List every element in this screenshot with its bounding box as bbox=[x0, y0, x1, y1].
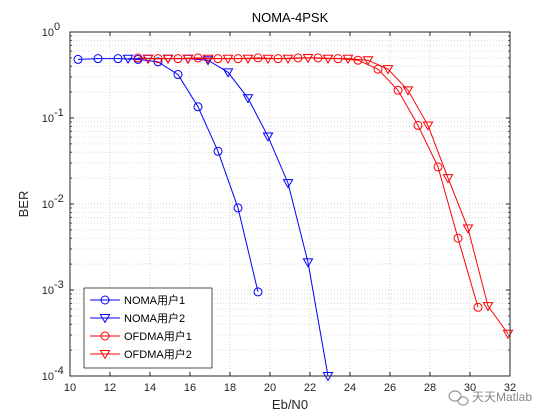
data-point-circle bbox=[213, 146, 223, 156]
data-point-circle bbox=[233, 203, 243, 213]
legend-entry: OFDMA用户1 bbox=[90, 329, 192, 343]
wechat-icon bbox=[448, 390, 469, 406]
x-tick-label: 16 bbox=[184, 382, 196, 394]
series-line bbox=[148, 57, 509, 335]
x-tick-label: 14 bbox=[144, 382, 156, 394]
legend-label: NOMA用户2 bbox=[124, 311, 185, 325]
legend-label: OFDMA用户1 bbox=[124, 329, 192, 343]
x-axis-label: Eb/N0 bbox=[272, 397, 308, 412]
y-tick-label: 10 bbox=[42, 285, 54, 297]
data-point-circle bbox=[253, 53, 263, 63]
chart-title: NOMA-4PSK bbox=[252, 10, 329, 25]
x-tick-label: 20 bbox=[264, 382, 276, 394]
data-point-triangle bbox=[182, 54, 194, 64]
y-axis-label: BER bbox=[16, 191, 31, 218]
data-point-triangle bbox=[222, 68, 234, 78]
x-tick-label: 26 bbox=[384, 382, 396, 394]
data-point-circle bbox=[193, 102, 203, 112]
series-4 bbox=[142, 53, 514, 340]
data-point-triangle bbox=[442, 174, 454, 184]
data-point-circle bbox=[100, 331, 110, 341]
legend-label: OFDMA用户2 bbox=[124, 347, 192, 361]
data-point-triangle bbox=[342, 54, 354, 64]
data-point-circle bbox=[100, 295, 110, 305]
y-tick-label: 10 bbox=[42, 113, 54, 125]
data-point-circle bbox=[433, 162, 443, 172]
y-tick-exponent: -1 bbox=[54, 107, 64, 119]
watermark: 天天Matlab bbox=[448, 390, 532, 406]
data-point-triangle bbox=[262, 132, 274, 142]
data-point-triangle bbox=[162, 54, 174, 64]
y-tick-label: 10 bbox=[42, 371, 54, 383]
data-point-triangle bbox=[362, 56, 374, 66]
legend-label: NOMA用户1 bbox=[124, 293, 185, 307]
data-point-triangle bbox=[242, 54, 254, 64]
y-tick-exponent: -3 bbox=[54, 279, 64, 291]
data-point-triangle bbox=[482, 302, 494, 312]
y-tick-exponent: -4 bbox=[54, 365, 64, 377]
data-point-circle bbox=[113, 54, 123, 64]
y-tick-exponent: 0 bbox=[54, 21, 60, 33]
x-tick-label: 30 bbox=[464, 382, 476, 394]
legend-entry: OFDMA用户2 bbox=[90, 347, 192, 361]
y-tick-label: 10 bbox=[42, 199, 54, 211]
data-point-circle bbox=[393, 85, 403, 95]
data-point-triangle bbox=[99, 350, 111, 360]
data-point-triangle bbox=[422, 121, 434, 131]
x-tick-label: 18 bbox=[224, 382, 236, 394]
data-point-triangle bbox=[402, 86, 414, 96]
y-tick-exponent: -2 bbox=[54, 193, 64, 205]
data-point-triangle bbox=[382, 65, 394, 75]
data-point-triangle bbox=[142, 54, 154, 64]
x-tick-label: 22 bbox=[304, 382, 316, 394]
data-point-circle bbox=[473, 302, 483, 312]
data-point-circle bbox=[413, 120, 423, 130]
data-point-triangle bbox=[302, 53, 314, 64]
legend: NOMA用户1 NOMA用户2 OFDMA用户1 OFDMA用户2 bbox=[83, 287, 213, 369]
data-point-triangle bbox=[462, 224, 474, 234]
series-layer bbox=[73, 53, 514, 382]
data-point-triangle bbox=[302, 258, 314, 268]
x-tick-label: 10 bbox=[64, 382, 76, 394]
x-tick-label: 24 bbox=[344, 382, 356, 394]
x-tick-label: 12 bbox=[104, 382, 116, 394]
data-point-triangle bbox=[322, 54, 334, 64]
data-point-circle bbox=[253, 287, 263, 297]
data-point-triangle bbox=[99, 314, 111, 324]
data-point-triangle bbox=[222, 54, 234, 64]
legend-entry: NOMA用户1 bbox=[90, 293, 185, 307]
data-point-circle bbox=[173, 70, 183, 80]
y-tick-label: 10 bbox=[42, 27, 54, 39]
series-1 bbox=[73, 54, 263, 297]
data-point-triangle bbox=[282, 179, 294, 189]
data-point-circle bbox=[453, 233, 463, 243]
data-point-triangle bbox=[282, 54, 294, 64]
data-point-circle bbox=[153, 57, 163, 67]
data-point-circle bbox=[193, 53, 203, 63]
legend-box bbox=[83, 287, 213, 369]
data-point-triangle bbox=[242, 94, 254, 104]
data-point-circle bbox=[93, 54, 103, 64]
data-point-triangle bbox=[262, 54, 274, 64]
data-point-circle bbox=[133, 53, 143, 63]
data-point-triangle bbox=[202, 56, 214, 66]
x-tick-label: 28 bbox=[424, 382, 436, 394]
data-point-triangle bbox=[122, 54, 134, 64]
x-tick-label: 32 bbox=[504, 382, 516, 394]
data-point-circle bbox=[73, 54, 83, 64]
data-point-triangle bbox=[202, 54, 214, 64]
series-line bbox=[77, 58, 259, 293]
watermark-text: 天天Matlab bbox=[472, 390, 532, 404]
legend-entry: NOMA用户2 bbox=[90, 311, 185, 325]
